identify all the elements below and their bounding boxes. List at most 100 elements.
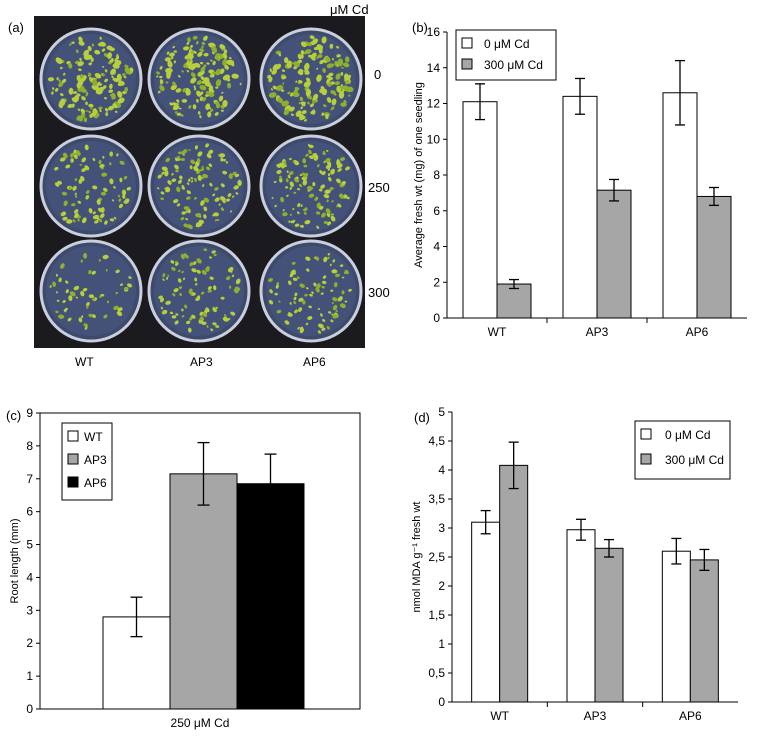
seedling <box>95 89 103 95</box>
seedling <box>332 314 339 319</box>
seedling <box>341 276 345 279</box>
unit-label: μM Cd <box>330 2 369 17</box>
seedling <box>88 208 93 214</box>
seedling <box>174 320 179 325</box>
seedling <box>213 212 219 217</box>
seedling <box>215 79 222 87</box>
seedling <box>174 164 179 170</box>
seedling <box>102 254 109 260</box>
seedling <box>304 72 308 75</box>
seedling <box>105 107 109 112</box>
seedling <box>97 207 103 213</box>
seedling <box>186 182 190 185</box>
seedling <box>317 54 323 59</box>
seedling <box>172 81 177 86</box>
seedling <box>84 144 89 151</box>
seedling <box>98 106 103 110</box>
seedling <box>172 293 176 297</box>
seedling <box>197 51 203 57</box>
seedling <box>47 77 55 82</box>
seedling <box>274 204 277 208</box>
seedling <box>61 191 68 196</box>
seedling <box>104 220 108 225</box>
seedling <box>293 191 297 194</box>
seedling <box>83 54 92 61</box>
seedling <box>87 45 92 52</box>
seedling <box>100 191 107 196</box>
seedling <box>281 69 286 72</box>
seedling <box>88 294 95 299</box>
seedling <box>170 56 174 60</box>
seedling <box>55 310 59 314</box>
seedling <box>186 196 191 200</box>
seedling <box>196 80 203 85</box>
seedling <box>75 150 81 156</box>
seedling <box>99 41 107 47</box>
seedling <box>100 72 105 77</box>
seedling <box>194 62 201 68</box>
seedling <box>271 196 274 200</box>
seedling <box>222 99 228 108</box>
seedling <box>116 73 122 81</box>
seedling <box>58 277 62 283</box>
seedling <box>88 269 92 275</box>
seedling <box>341 66 344 69</box>
seedling <box>239 82 242 86</box>
panel-b-label: (b) <box>412 20 428 35</box>
seedling <box>300 204 303 207</box>
seedling <box>305 287 309 290</box>
seedling <box>331 106 335 110</box>
seedling <box>288 280 292 286</box>
seedling <box>341 180 346 186</box>
seedling <box>332 297 338 302</box>
seedling <box>166 186 171 192</box>
seedling <box>166 51 170 55</box>
col-label-ap3: AP3 <box>190 355 213 369</box>
seedling <box>219 196 226 202</box>
seedling <box>303 211 307 215</box>
seedling <box>298 307 303 313</box>
seedling <box>222 316 229 322</box>
seedling <box>221 48 225 51</box>
seedling <box>109 178 114 185</box>
seedling <box>303 164 308 168</box>
seedling <box>194 145 198 150</box>
seedling <box>128 276 132 279</box>
seedling <box>112 77 117 81</box>
seedling <box>188 288 193 295</box>
x-tick-label: AP3 <box>586 325 609 339</box>
y-tick-label: 0 <box>26 702 33 716</box>
legend-label: AP3 <box>84 453 107 467</box>
seedling <box>58 79 61 83</box>
y-tick-label: 2,5 <box>428 550 445 564</box>
seedling <box>332 57 334 61</box>
seedling <box>65 164 71 169</box>
seedling <box>211 46 218 54</box>
seedling <box>326 97 332 103</box>
seedling <box>304 293 308 297</box>
seedling <box>186 190 191 195</box>
seedling <box>202 96 207 102</box>
seedling <box>177 75 181 78</box>
seedling <box>194 277 198 282</box>
seedling <box>196 90 202 97</box>
seedling <box>296 188 301 191</box>
seedling <box>73 213 79 219</box>
seedling <box>167 60 173 68</box>
seedling <box>175 88 182 93</box>
seedling <box>208 85 214 92</box>
seedling <box>88 103 94 108</box>
seedling <box>124 87 129 93</box>
seedling <box>117 90 123 98</box>
seedling <box>180 253 185 260</box>
seedling <box>326 199 329 203</box>
seedling <box>316 283 321 289</box>
seedling <box>190 50 195 54</box>
seedling <box>61 102 65 106</box>
bar <box>596 189 632 319</box>
y-tick-label: 10 <box>427 132 441 146</box>
seedling <box>322 318 326 322</box>
col-label-ap6: AP6 <box>303 355 326 369</box>
bar <box>689 559 719 703</box>
seedling <box>119 160 125 165</box>
